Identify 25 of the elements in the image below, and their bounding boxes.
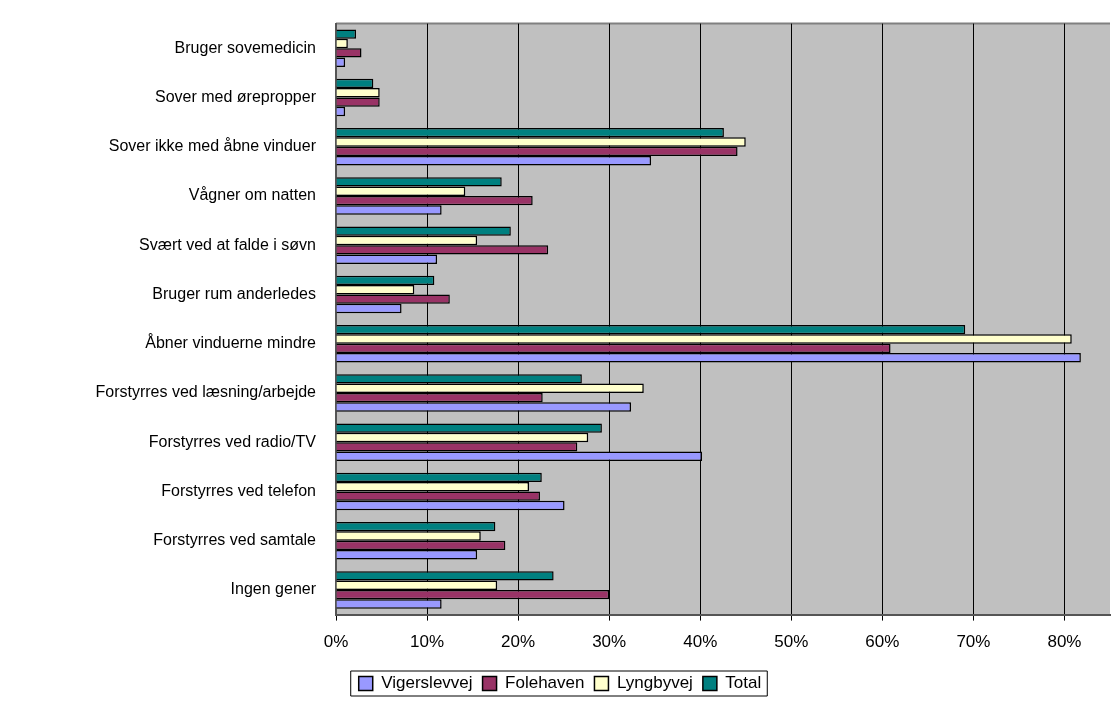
legend-label: Folehaven [505, 673, 585, 693]
x-tick-label: 60% [865, 632, 900, 652]
x-tick-label: 40% [683, 632, 718, 652]
y-tick-label: Ingen gener [230, 580, 317, 598]
y-tick-label: Bruger sovemedicin [174, 38, 316, 56]
y-tick-label: Åbner vinduerne mindre [145, 333, 317, 352]
y-tick-label: Vågner om natten [188, 186, 316, 204]
y-tick-label: Svært ved at falde i søvn [139, 235, 316, 253]
legend-label: Vigerslevvej [381, 673, 473, 693]
y-tick-label: Forstyrres ved læsning/arbejde [95, 383, 317, 401]
y-tick-label: Forstyrres ved radio/TV [148, 432, 317, 450]
x-tick-label: 80% [1047, 632, 1082, 652]
x-tick-label: 20% [501, 632, 536, 652]
x-tick-label: 70% [956, 632, 991, 652]
x-tick-label: 30% [592, 632, 627, 652]
x-tick-label: 0% [323, 632, 349, 652]
legend-label: Total [725, 673, 762, 693]
y-tick-label: Forstyrres ved samtale [153, 531, 317, 549]
x-tick-label: 50% [774, 632, 809, 652]
x-tick-label: 10% [410, 632, 445, 652]
y-tick-label: Forstyrres ved telefon [161, 481, 316, 499]
y-tick-label: Sover med ørepropper [155, 87, 317, 105]
y-tick-label: Sover ikke med åbne vinduer [108, 137, 317, 155]
y-tick-label: Bruger rum anderledes [152, 284, 316, 302]
legend-label: Lyngbyvej [616, 673, 693, 693]
